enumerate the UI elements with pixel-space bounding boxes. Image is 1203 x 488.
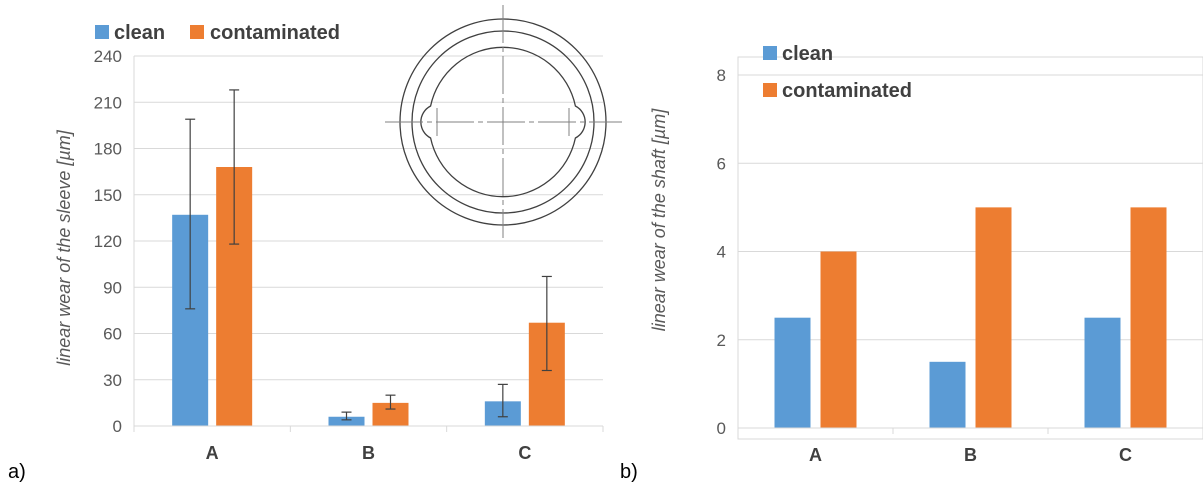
legend-swatch-contaminated [763, 83, 777, 97]
chart-a-bars [172, 167, 565, 426]
bar-contaminated-c [1131, 207, 1167, 428]
y-tick-label: 60 [103, 325, 122, 344]
y-tick-label: 4 [717, 243, 726, 262]
bar-contaminated-a [821, 252, 857, 429]
category-label-a: A [206, 443, 219, 463]
chart-a-y-ticks: 0 30 60 90 120 150 180 210 240 [94, 47, 122, 436]
legend-label-contaminated: contaminated [210, 22, 340, 44]
chart-b-legend: clean contaminated [763, 43, 912, 102]
chart-b-category-labels: A B C [809, 445, 1132, 465]
chart-b-x-axis [738, 428, 1203, 434]
category-label-c: C [1119, 445, 1132, 465]
bar-clean-b [930, 362, 966, 428]
chart-a-x-axis [134, 426, 603, 432]
y-tick-label: 240 [94, 47, 122, 66]
legend-swatch-contaminated [190, 25, 204, 39]
panel-b-label: b) [620, 461, 638, 483]
chart-a-legend: clean contaminated [95, 22, 340, 44]
bar-clean-a [775, 318, 811, 428]
chart-a: a) linear wear of the sleeve [µm] 0 30 60 9… [8, 5, 622, 483]
category-label-c: C [518, 443, 531, 463]
y-tick-label: 90 [103, 278, 122, 297]
y-tick-label: 120 [94, 232, 122, 251]
legend-label-clean: clean [782, 43, 833, 65]
chart-a-category-labels: A B C [206, 443, 532, 463]
y-tick-label: 180 [94, 140, 122, 159]
legend-label-contaminated: contaminated [782, 80, 912, 102]
y-tick-label: 150 [94, 186, 122, 205]
bar-contaminated-b [976, 207, 1012, 428]
y-tick-label: 6 [717, 154, 726, 173]
chart-b-y-axis-title: linear wear of the shaft [µm] [649, 108, 669, 331]
chart-b-y-ticks: 0 2 4 6 8 [717, 66, 726, 438]
y-tick-label: 0 [717, 419, 726, 438]
y-tick-label: 30 [103, 371, 122, 390]
legend-label-clean: clean [114, 22, 165, 44]
chart-b-bars [775, 207, 1167, 428]
chart-b: b) linear wear of the shaft [µm] 0 2 4 6 8 A… [620, 43, 1203, 483]
legend-swatch-clean [763, 46, 777, 60]
category-label-a: A [809, 445, 822, 465]
y-tick-label: 8 [717, 66, 726, 85]
y-tick-label: 210 [94, 93, 122, 112]
chart-a-y-axis-title: linear wear of the sleeve [µm] [54, 129, 74, 365]
bar-clean-c [1085, 318, 1121, 428]
y-tick-label: 2 [717, 331, 726, 350]
y-tick-label: 0 [113, 417, 122, 436]
sleeve-cross-section-drawing [385, 5, 622, 238]
panel-a-label: a) [8, 461, 26, 483]
legend-swatch-clean [95, 25, 109, 39]
category-label-b: B [362, 443, 375, 463]
category-label-b: B [964, 445, 977, 465]
